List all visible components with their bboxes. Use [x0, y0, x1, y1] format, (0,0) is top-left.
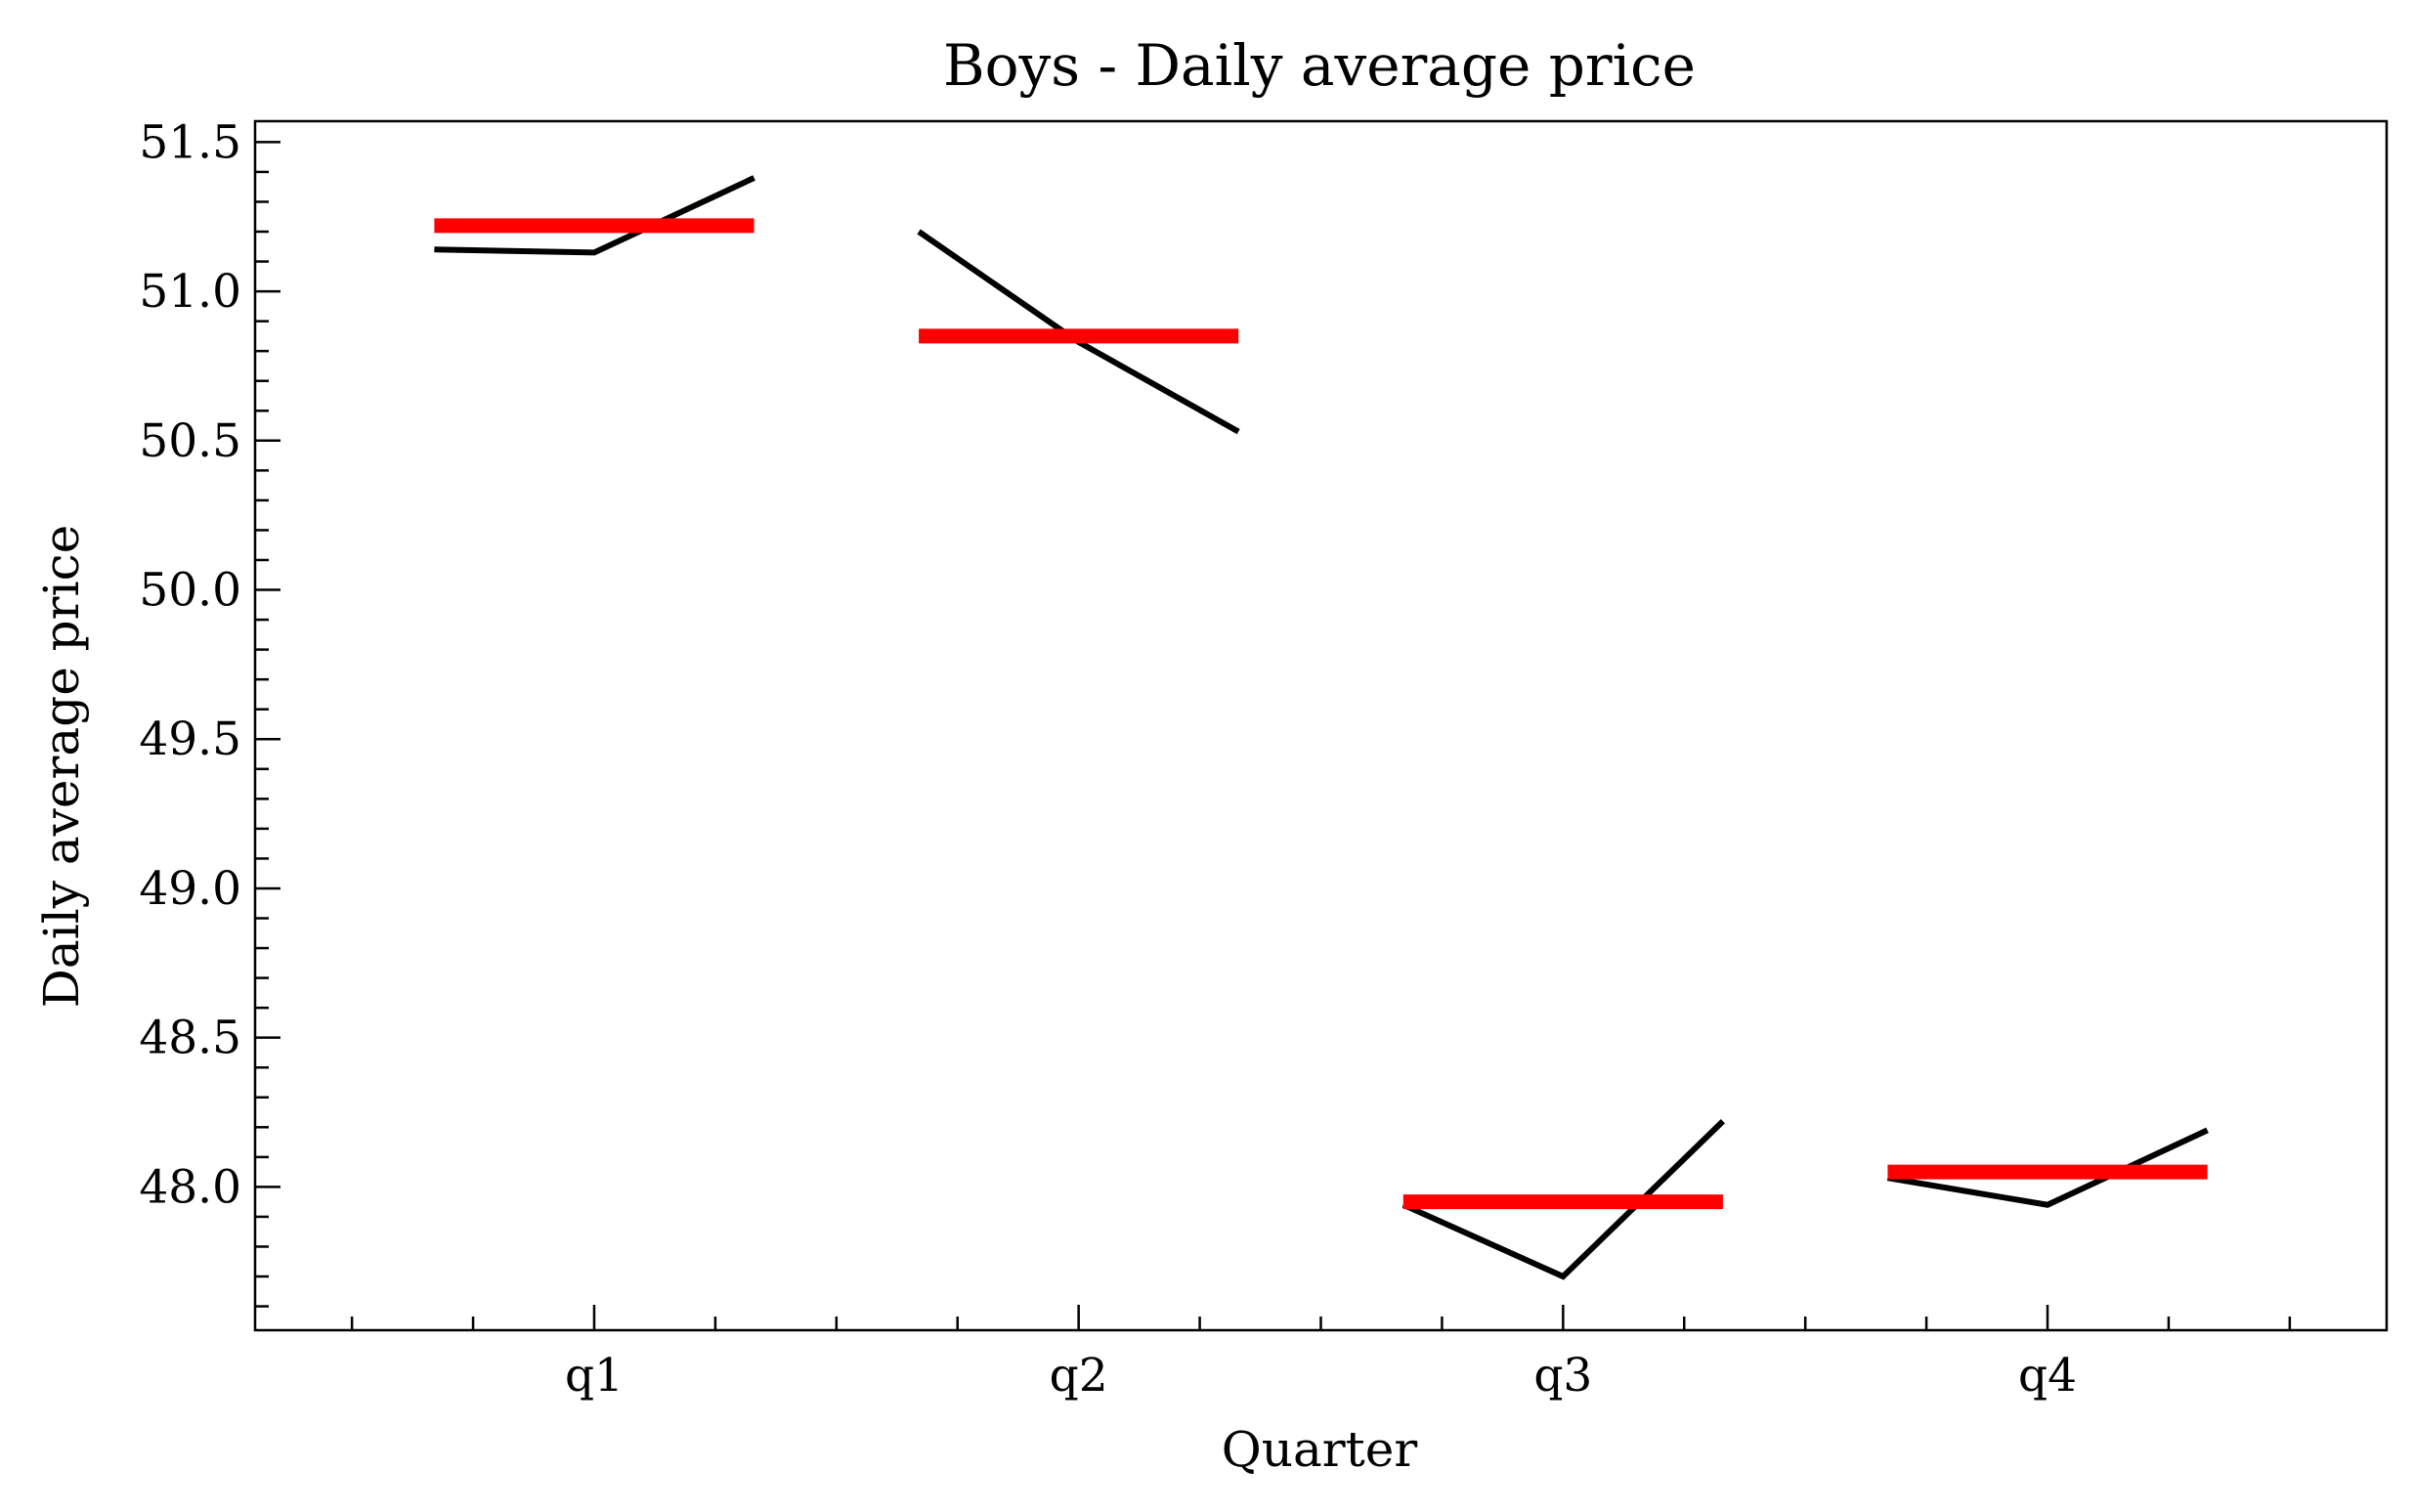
y-axis-label: Daily average price — [33, 525, 90, 1008]
plot-area: 48.0 48.5 49.0 49.5 50.0 50.5 51.0 51.5 q1 q2 q3 q4 — [139, 115, 2292, 1403]
y-tick-label: 50.5 — [139, 414, 241, 468]
y-tick-label: 49.0 — [139, 862, 241, 916]
chart-title: Boys - Daily average price — [943, 32, 1696, 99]
y-tick-label: 49.5 — [139, 713, 241, 766]
y-tick-label: 50.0 — [139, 564, 241, 618]
y-tick-label: 51.0 — [139, 265, 241, 319]
series-line-q4 — [1886, 1127, 2209, 1208]
series-line-q3 — [1401, 1119, 1725, 1280]
x-tick-label: q3 — [1533, 1349, 1592, 1403]
y-tick-label: 48.5 — [139, 1012, 241, 1065]
y-tick-label: 51.5 — [139, 115, 241, 169]
x-tick-label: q2 — [1050, 1349, 1108, 1403]
y-tick-label: 48.0 — [139, 1160, 241, 1214]
x-tick-label: q1 — [565, 1349, 624, 1403]
x-axis-label: Quarter — [1222, 1421, 1418, 1478]
plot-frame — [253, 119, 2389, 1332]
series-line-q1 — [434, 175, 755, 256]
x-tick-label: q4 — [2018, 1349, 2077, 1403]
